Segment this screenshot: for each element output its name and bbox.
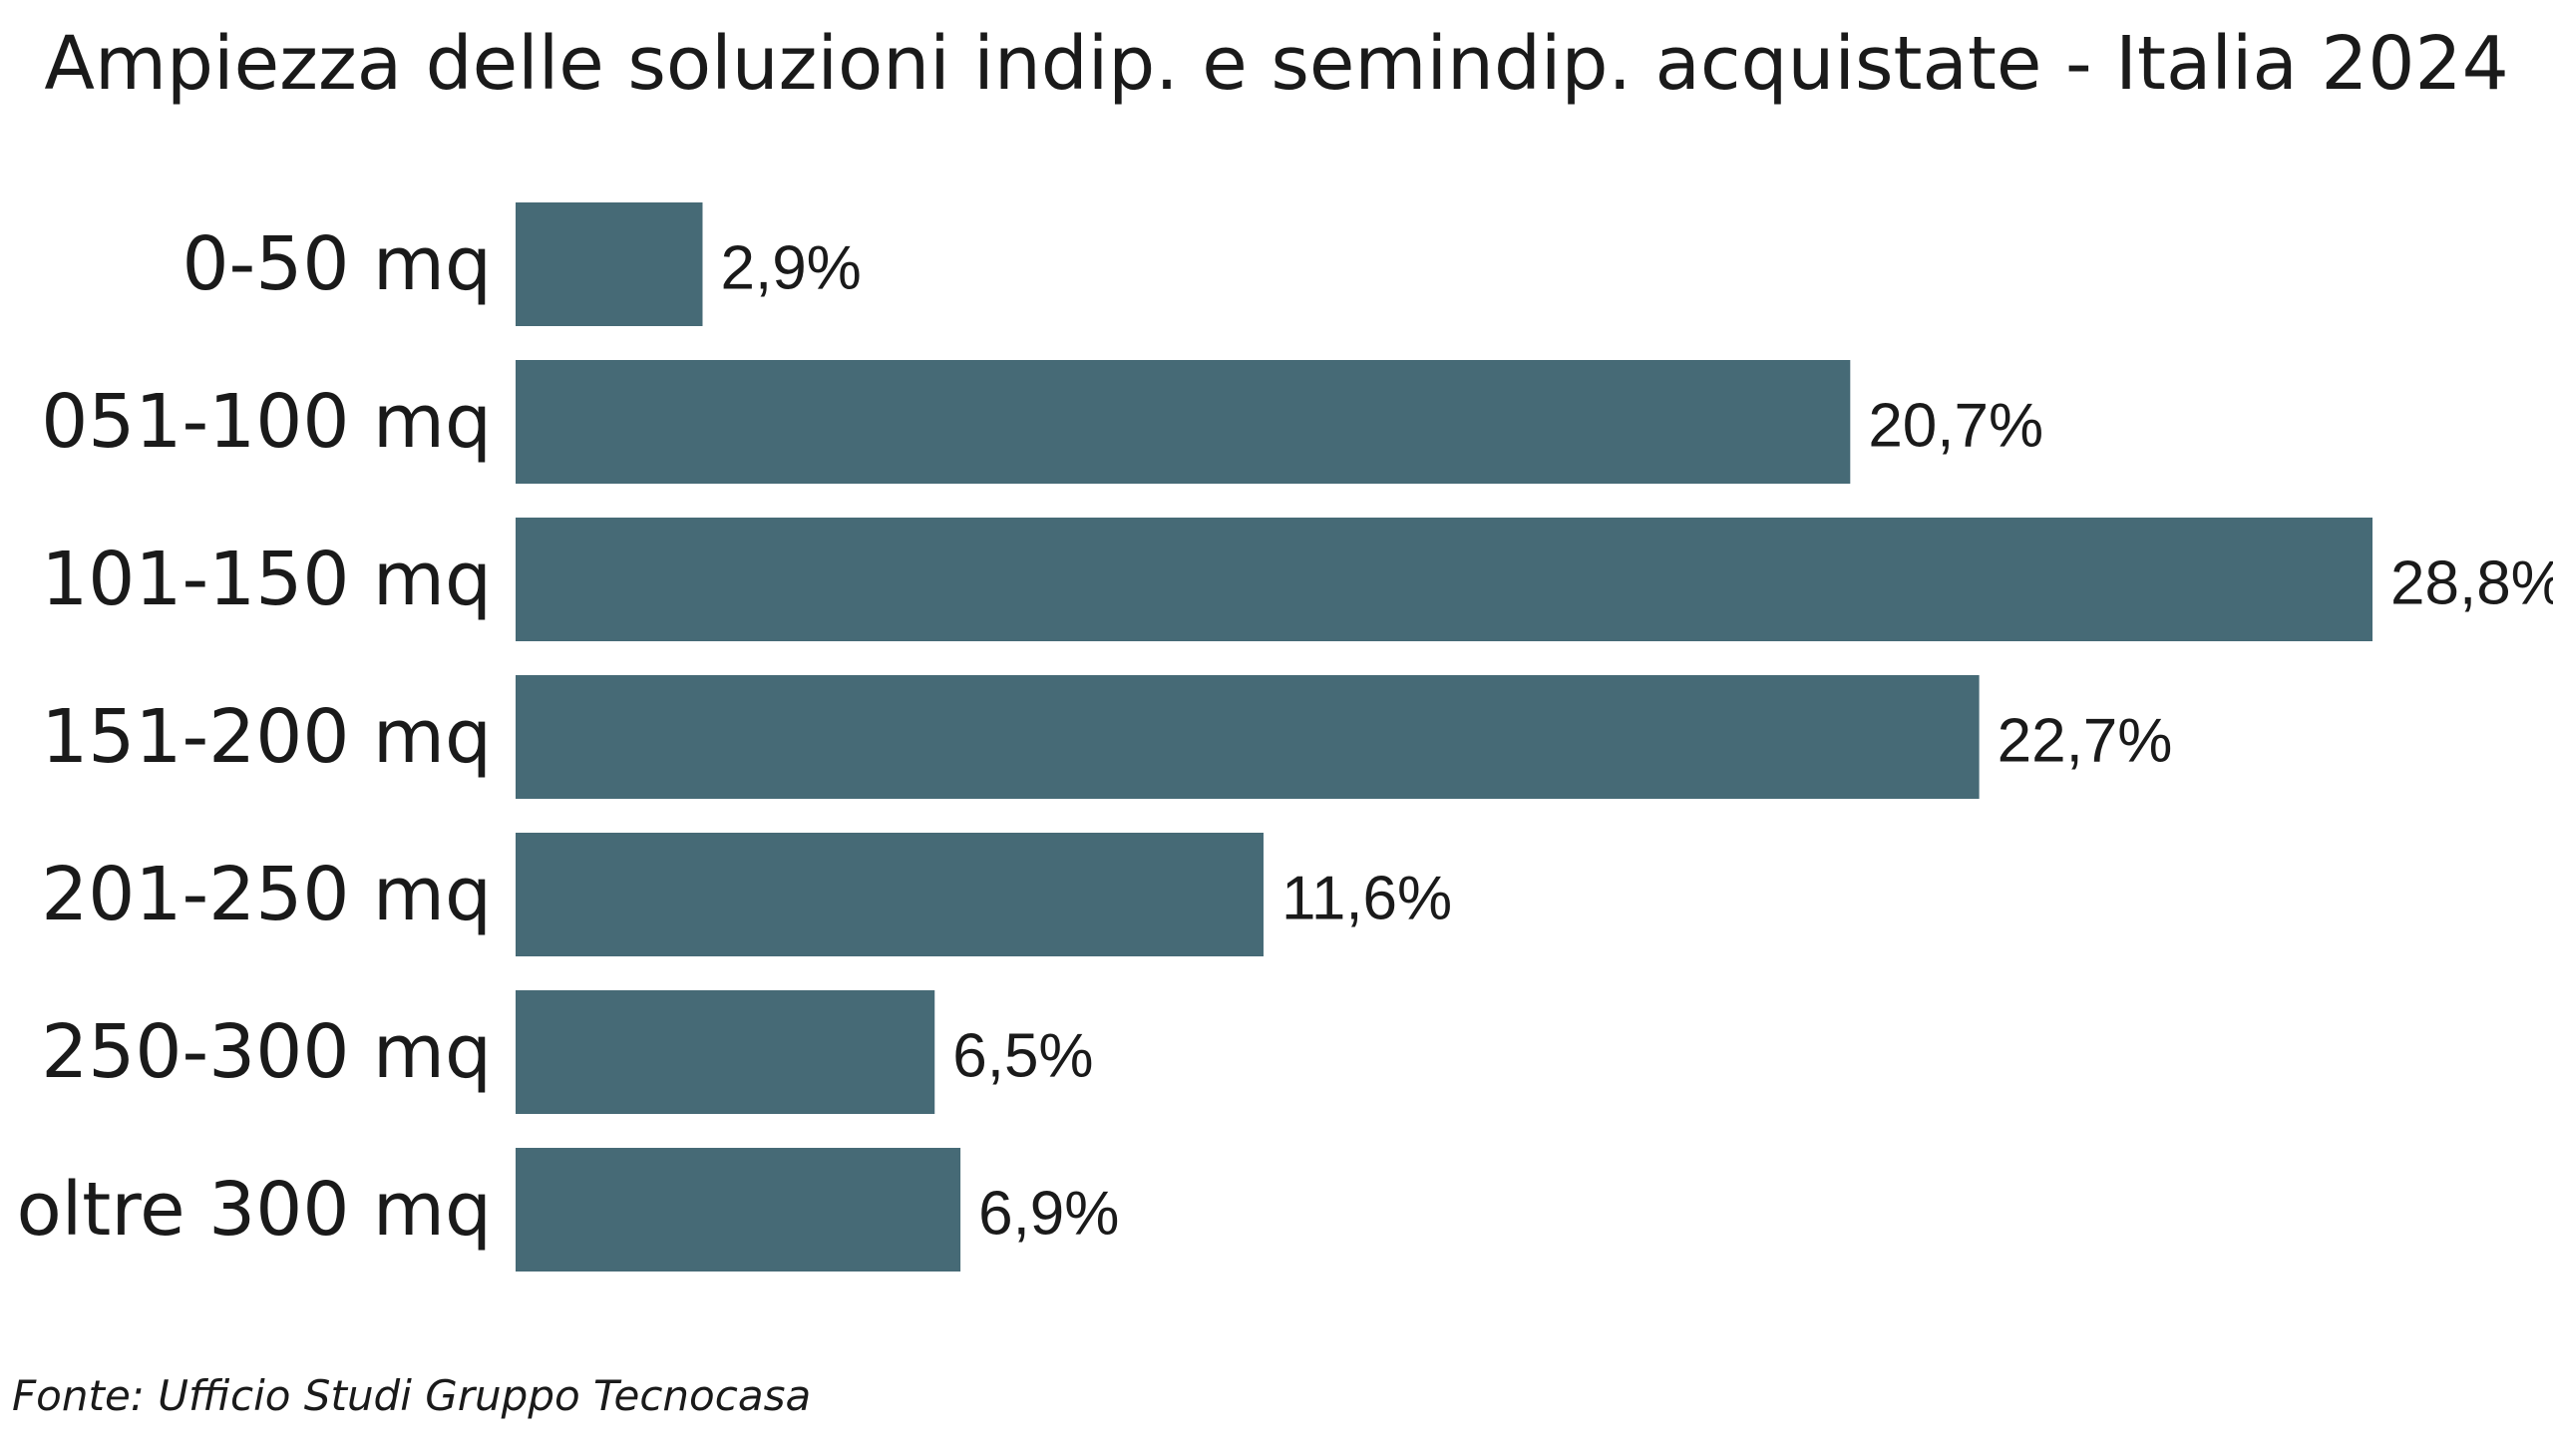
bar xyxy=(516,360,1851,484)
value-label: 6,9% xyxy=(978,1180,1119,1249)
bar xyxy=(516,833,1264,956)
category-label: 0-50 mq xyxy=(182,221,492,307)
value-label: 11,6% xyxy=(1281,865,1452,933)
value-label: 20,7% xyxy=(1868,392,2043,461)
bar xyxy=(516,675,1980,799)
category-label: 201-250 mq xyxy=(41,852,492,937)
value-label: 6,5% xyxy=(952,1022,1093,1091)
chart-title: Ampiezza delle soluzioni indip. e semind… xyxy=(44,21,2509,107)
source-note: Fonte: Ufficio Studi Gruppo Tecnocasa xyxy=(12,1371,812,1420)
category-label: 051-100 mq xyxy=(41,379,492,465)
bar xyxy=(516,202,703,326)
category-label: 250-300 mq xyxy=(41,1009,492,1095)
value-label: 22,7% xyxy=(1998,707,2173,776)
bar xyxy=(516,990,935,1114)
bar xyxy=(516,518,2372,641)
category-label: 101-150 mq xyxy=(41,537,492,622)
value-label: 28,8% xyxy=(2390,549,2553,618)
value-label: 2,9% xyxy=(720,234,861,303)
bar xyxy=(516,1148,961,1272)
category-label: 151-200 mq xyxy=(41,694,492,780)
category-label: oltre 300 mq xyxy=(16,1167,492,1253)
